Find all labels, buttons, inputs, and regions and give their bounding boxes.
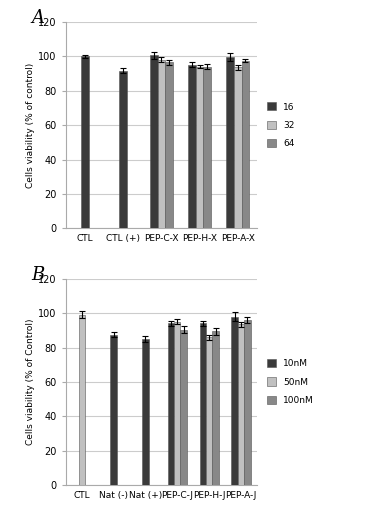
Bar — [188, 65, 196, 228]
Bar — [119, 71, 127, 228]
Bar — [232, 317, 238, 485]
Bar — [242, 61, 249, 228]
Legend: 10nM, 50nM, 100nM: 10nM, 50nM, 100nM — [265, 358, 316, 407]
Bar — [200, 323, 206, 485]
Y-axis label: Cells viability (% of Control): Cells viability (% of Control) — [27, 319, 36, 445]
Bar — [165, 62, 173, 228]
Bar — [180, 330, 187, 485]
Bar — [244, 320, 250, 485]
Bar — [234, 67, 242, 228]
Bar — [81, 56, 89, 228]
Bar — [206, 337, 212, 485]
Y-axis label: Cells viability (% of control): Cells viability (% of control) — [27, 62, 36, 188]
Legend: 16, 32, 64: 16, 32, 64 — [265, 101, 297, 150]
Bar — [174, 322, 180, 485]
Bar — [158, 60, 165, 228]
Text: B: B — [31, 266, 45, 284]
Bar — [203, 66, 211, 228]
Bar — [150, 55, 158, 228]
Text: A: A — [31, 9, 44, 28]
Bar — [196, 66, 203, 228]
Bar — [168, 323, 174, 485]
Bar — [212, 331, 219, 485]
Bar — [238, 324, 244, 485]
Bar — [111, 335, 117, 485]
Bar — [227, 57, 234, 228]
Bar — [142, 339, 149, 485]
Bar — [78, 315, 85, 485]
